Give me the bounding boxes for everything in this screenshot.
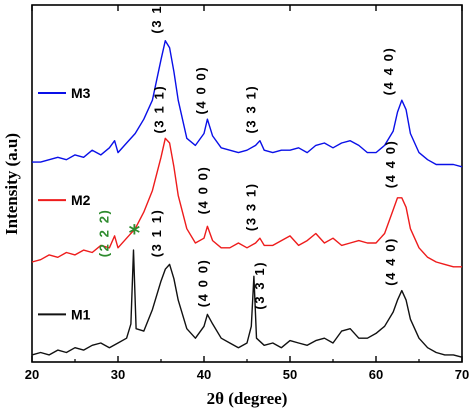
impurity-star-marker: * (129, 222, 141, 247)
peak-annotations: (3 1 1) (4 0 0) (3 3 1) (4 4 0) (3 1 1) (4 0 … (97, 0, 398, 310)
x-tick-label: 20 (25, 367, 39, 382)
legend-label-m2: M2 (71, 192, 91, 208)
peak-label: (4 0 0) (195, 166, 210, 215)
series-layer (31, 40, 463, 358)
peak-label: (3 1 1) (149, 209, 164, 258)
series-line-m3 (32, 40, 463, 168)
peak-label: (4 4 0) (383, 237, 398, 286)
x-tick-label: 30 (111, 367, 125, 382)
y-axis-label: Intensity (a.u) (2, 133, 21, 235)
series-line-m2 (31, 137, 462, 268)
x-tick-label: 60 (369, 367, 383, 382)
peak-label: (4 0 0) (194, 66, 209, 115)
x-tick-label: 70 (455, 367, 469, 382)
peak-label: (4 4 0) (383, 140, 398, 189)
peak-label: (3 1 1) (152, 85, 167, 134)
peak-label: (3 1 1) (149, 0, 164, 34)
legend: M3 M2 M1 (38, 85, 91, 322)
peak-label: (2 2 2) (97, 209, 112, 258)
x-ticks: 20 30 40 50 60 70 (25, 5, 469, 382)
peak-label: (3 3 1) (252, 261, 267, 310)
x-tick-label: 40 (197, 367, 211, 382)
peak-label: (4 0 0) (195, 259, 210, 308)
peak-label: (3 3 1) (244, 85, 259, 134)
series-line-m1 (31, 249, 463, 358)
peak-label: (3 3 1) (244, 182, 259, 231)
legend-label-m1: M1 (71, 306, 91, 322)
peak-label: (4 4 0) (381, 47, 396, 96)
x-axis-label: 2θ (degree) (207, 389, 288, 408)
x-tick-label: 50 (283, 367, 297, 382)
legend-label-m3: M3 (71, 85, 91, 101)
